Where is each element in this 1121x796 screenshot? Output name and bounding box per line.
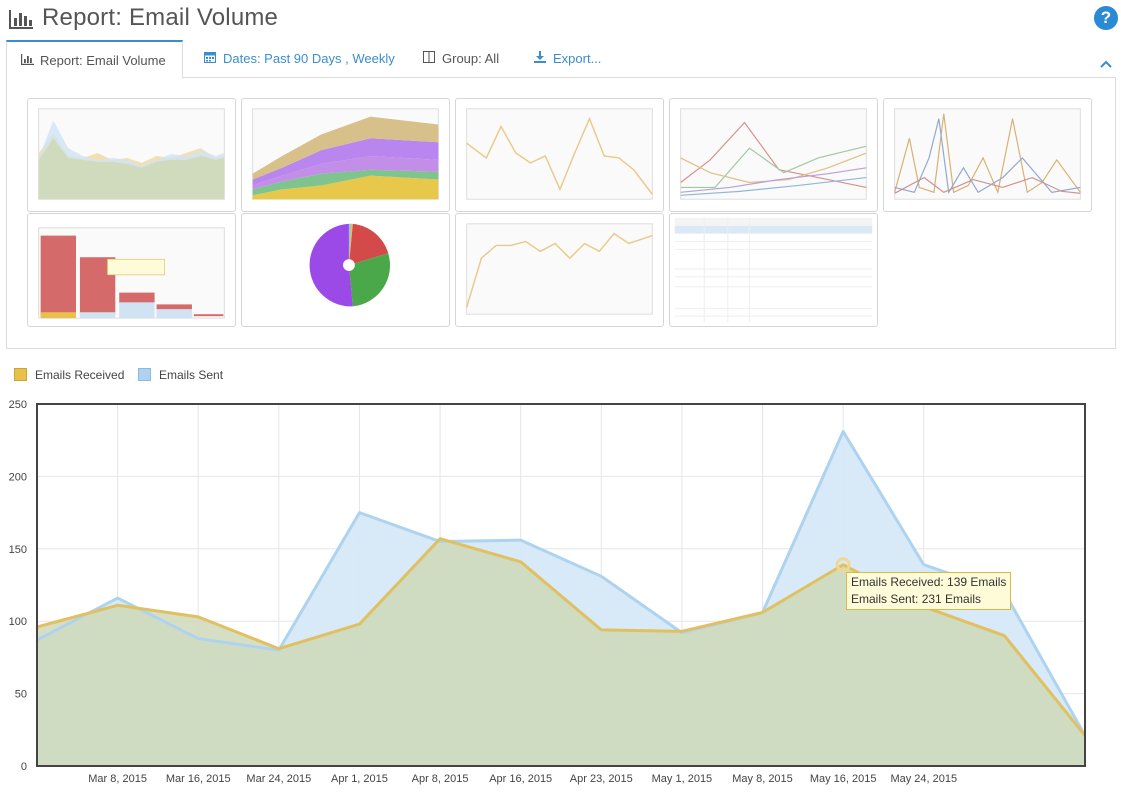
line-chart-thumbnail — [466, 108, 653, 200]
columns-icon — [423, 40, 437, 78]
header: Report: Email Volume ? — [0, 0, 1121, 40]
legend-label: Emails Received — [35, 368, 125, 382]
chevron-up-icon[interactable] — [1100, 58, 1112, 70]
x-tick-label: May 1, 2015 — [652, 773, 713, 785]
thumb-pie-chart[interactable] — [241, 213, 450, 327]
tab-dates[interactable]: Dates: Past 90 Days , Weekly — [190, 40, 409, 78]
tab-label: Report: Email Volume — [40, 53, 166, 68]
thumb-feedback-table[interactable] — [669, 213, 878, 327]
y-tick-label: 0 — [21, 761, 27, 773]
legend-swatch — [138, 368, 151, 381]
y-tick-label: 250 — [9, 399, 27, 411]
series-line-sent — [36, 430, 1087, 737]
thumb-line-chart-2[interactable] — [455, 213, 664, 327]
x-tick-label: May 8, 2015 — [732, 773, 793, 785]
series-area-received — [37, 538, 1085, 766]
multi-line-thumbnail — [680, 108, 867, 200]
chart-tooltip: Emails Received: 139 Emails Emails Sent:… — [846, 572, 1012, 610]
legend-swatch — [14, 368, 27, 381]
y-tick-label: 100 — [9, 616, 27, 628]
report-gallery — [6, 78, 1116, 349]
question-circle-icon[interactable]: ? — [1094, 6, 1118, 30]
stacked-bar-thumbnail — [38, 227, 225, 319]
legend-label: Emails Sent — [159, 368, 224, 382]
tab-report-email-volume[interactable]: Report: Email Volume — [6, 40, 183, 79]
thumb-spike-line-chart[interactable] — [883, 98, 1092, 212]
stacked-area-thumbnail — [252, 108, 439, 200]
thumb-multi-line-chart[interactable] — [669, 98, 878, 212]
tooltip-sent: Emails Sent: 231 Emails — [851, 592, 982, 606]
tooltip-received: Emails Received: 139 Emails — [851, 575, 1007, 589]
tab-group[interactable]: Group: All — [409, 40, 513, 78]
y-tick-label: 150 — [9, 544, 27, 556]
x-tick-label: Mar 16, 2015 — [166, 773, 231, 785]
report-tabs: Report: Email Volume Dates: Past 90 Days… — [6, 40, 1116, 79]
highlight-point[interactable] — [835, 557, 851, 573]
x-tick-label: Apr 8, 2015 — [412, 773, 469, 785]
tab-label: Dates: Past 90 Days , Weekly — [223, 51, 395, 66]
thumb-stacked-area-chart[interactable] — [241, 98, 450, 212]
x-tick-label: May 16, 2015 — [810, 773, 877, 785]
legend-item-received[interactable]: Emails Received — [14, 368, 124, 382]
x-tick-label: Mar 8, 2015 — [88, 773, 147, 785]
tab-label: Export... — [553, 51, 602, 66]
tab-label: Group: All — [442, 51, 500, 66]
bar-chart-icon — [21, 42, 35, 80]
tab-export[interactable]: Export... — [520, 40, 615, 78]
x-tick-label: Apr 16, 2015 — [489, 773, 552, 785]
y-tick-label: 200 — [9, 471, 27, 483]
table-thumbnail — [674, 217, 873, 323]
line-chart-thumbnail — [465, 223, 653, 315]
thumb-area-chart[interactable] — [27, 98, 236, 212]
thumb-line-chart[interactable] — [455, 98, 664, 212]
x-tick-label: Mar 24, 2015 — [246, 773, 311, 785]
plot-border — [36, 403, 1086, 767]
page-title: Report: Email Volume — [42, 4, 279, 31]
calendar-icon — [204, 40, 218, 78]
area-chart-thumbnail — [38, 108, 225, 200]
y-tick-label: 50 — [15, 689, 27, 701]
download-icon — [534, 40, 548, 78]
x-tick-label: May 24, 2015 — [890, 773, 957, 785]
x-tick-label: Apr 23, 2015 — [570, 773, 633, 785]
spike-line-thumbnail — [894, 108, 1081, 200]
pie-chart-thumbnail — [309, 223, 391, 307]
thumb-stacked-bar-chart[interactable] — [27, 213, 236, 327]
x-tick-label: Apr 1, 2015 — [331, 773, 388, 785]
legend-item-sent[interactable]: Emails Sent — [138, 368, 223, 382]
bar-chart-icon — [9, 10, 33, 29]
